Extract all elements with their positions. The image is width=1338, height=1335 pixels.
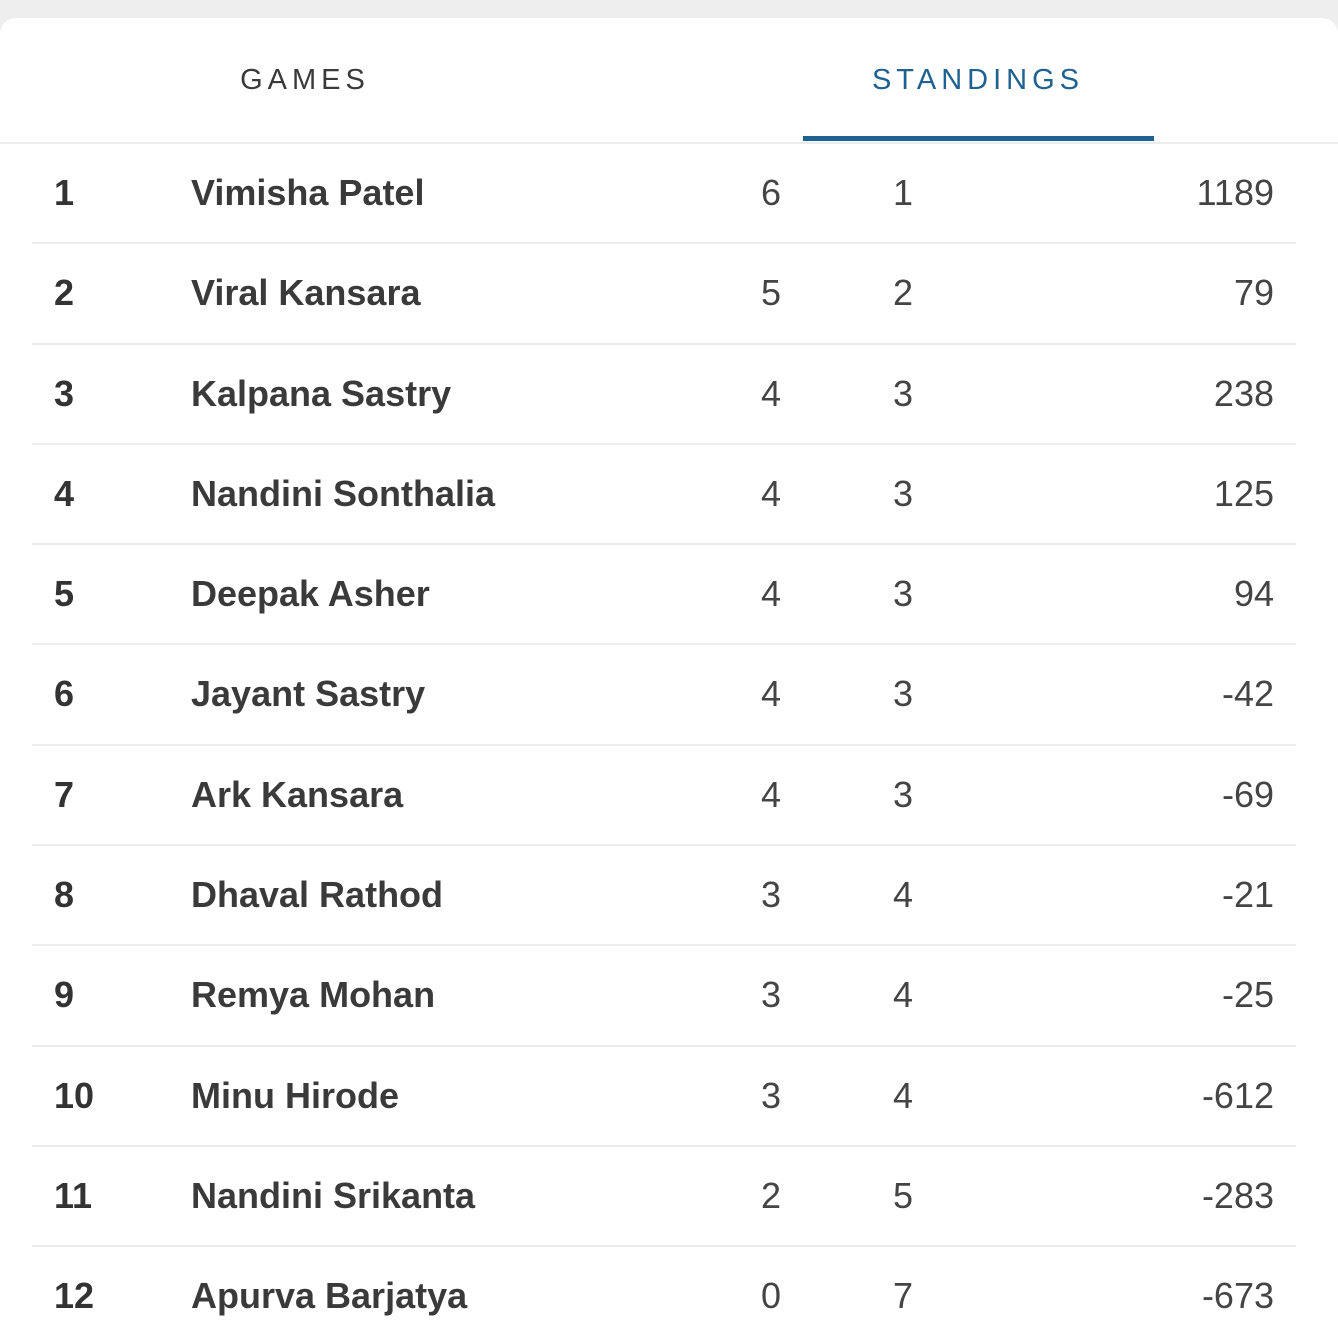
- wins: 4: [760, 773, 782, 815]
- table-row[interactable]: 12 Apurva Barjatya 0 7 -673: [32, 1247, 1296, 1335]
- points: 79: [1233, 272, 1274, 314]
- wins: 3: [760, 874, 782, 916]
- player-name: Viral Kansara: [191, 272, 421, 314]
- wins: 4: [760, 372, 782, 414]
- player-name: Kalpana Sastry: [191, 372, 452, 414]
- rank: 11: [54, 1174, 93, 1216]
- rank: 3: [54, 372, 75, 414]
- wins: 4: [760, 673, 782, 715]
- losses: 4: [892, 874, 914, 916]
- points: -612: [1201, 1074, 1274, 1116]
- rank: 7: [54, 773, 75, 815]
- rank: 8: [54, 874, 75, 916]
- losses: 7: [892, 1275, 914, 1317]
- table-row[interactable]: 3 Kalpana Sastry 4 3 238: [32, 345, 1296, 445]
- points: 125: [1213, 472, 1274, 514]
- points: -21: [1221, 874, 1274, 916]
- table-row[interactable]: 10 Minu Hirode 3 4 -612: [32, 1047, 1296, 1147]
- table-row[interactable]: 2 Viral Kansara 5 2 79: [32, 244, 1296, 345]
- wins: 4: [760, 573, 782, 615]
- points: -673: [1201, 1275, 1274, 1317]
- table-row[interactable]: 11 Nandini Srikanta 2 5 -283: [32, 1147, 1296, 1248]
- player-name: Dhaval Rathod: [191, 874, 444, 916]
- standings-table: 1 Vimisha Patel 6 1 1189 2 Viral Kansara…: [0, 144, 1338, 1335]
- rank: 1: [54, 172, 75, 213]
- wins: 3: [760, 1074, 782, 1116]
- points: -25: [1221, 974, 1274, 1016]
- rank: 9: [54, 974, 75, 1016]
- losses: 5: [892, 1174, 914, 1216]
- table-row[interactable]: 4 Nandini Sonthalia 4 3 125: [32, 445, 1296, 546]
- table-row[interactable]: 6 Jayant Sastry 4 3 -42: [32, 645, 1296, 746]
- losses: 1: [892, 172, 914, 213]
- player-name: Nandini Srikanta: [191, 1174, 476, 1216]
- player-name: Apurva Barjatya: [191, 1275, 468, 1317]
- player-name: Ark Kansara: [191, 773, 404, 815]
- losses: 4: [892, 1074, 914, 1116]
- wins: 2: [760, 1174, 782, 1216]
- points: -42: [1221, 673, 1274, 715]
- points: 1189: [1196, 172, 1274, 213]
- table-row[interactable]: 8 Dhaval Rathod 3 4 -21: [32, 846, 1296, 947]
- rank: 6: [54, 673, 75, 715]
- points: -69: [1221, 773, 1274, 815]
- table-row[interactable]: 1 Vimisha Patel 6 1 1189: [32, 144, 1296, 245]
- player-name: Vimisha Patel: [191, 172, 425, 213]
- wins: 4: [760, 472, 782, 514]
- standings-card: GAMES STANDINGS 1 Vimisha Patel 6 1 1189…: [0, 18, 1338, 1335]
- wins: 6: [760, 172, 782, 213]
- tab-standings[interactable]: STANDINGS: [871, 63, 1085, 96]
- losses: 2: [892, 272, 914, 314]
- rank: 4: [54, 472, 75, 514]
- player-name: Jayant Sastry: [191, 673, 426, 715]
- wins: 0: [760, 1275, 782, 1317]
- losses: 3: [892, 673, 914, 715]
- active-tab-indicator: [803, 136, 1154, 141]
- player-name: Remya Mohan: [191, 974, 436, 1016]
- player-name: Nandini Sonthalia: [191, 472, 496, 514]
- player-name: Minu Hirode: [191, 1074, 399, 1116]
- rank: 2: [54, 272, 75, 314]
- wins: 5: [760, 272, 782, 314]
- rank: 10: [54, 1074, 95, 1116]
- table-row[interactable]: 9 Remya Mohan 3 4 -25: [32, 946, 1296, 1047]
- points: 94: [1233, 573, 1274, 615]
- tab-games[interactable]: GAMES: [240, 63, 370, 96]
- table-row[interactable]: 7 Ark Kansara 4 3 -69: [32, 746, 1296, 847]
- points: 238: [1213, 372, 1274, 414]
- losses: 3: [892, 372, 914, 414]
- tab-bar: GAMES STANDINGS: [0, 18, 1338, 144]
- rank: 12: [54, 1275, 95, 1317]
- losses: 3: [892, 773, 914, 815]
- player-name: Deepak Asher: [191, 573, 430, 615]
- losses: 4: [892, 974, 914, 1016]
- losses: 3: [892, 472, 914, 514]
- losses: 3: [892, 573, 914, 615]
- wins: 3: [760, 974, 782, 1016]
- table-row[interactable]: 5 Deepak Asher 4 3 94: [32, 545, 1296, 646]
- rank: 5: [54, 573, 75, 615]
- points: -283: [1201, 1174, 1274, 1216]
